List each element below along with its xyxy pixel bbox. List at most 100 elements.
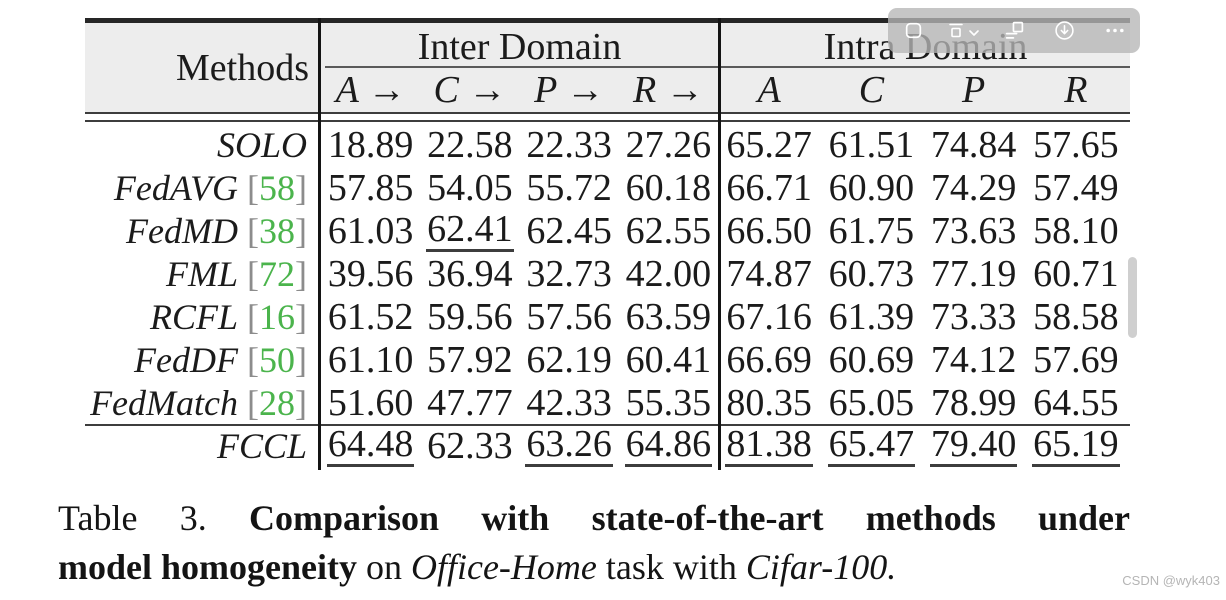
value-cell: 57.65 — [1025, 126, 1127, 164]
value: 42.33 — [526, 381, 612, 424]
value-cell: 74.84 — [923, 126, 1025, 164]
copy-image-button[interactable] — [888, 8, 938, 53]
value-cell: 79.40 — [923, 425, 1025, 467]
value: 67.16 — [726, 295, 812, 338]
value: 58.58 — [1033, 295, 1119, 338]
value-cell: 62.33 — [420, 427, 519, 465]
citation-bracket: [ — [247, 296, 259, 337]
method-name: FML — [166, 253, 238, 294]
table-row: RCFL [16] 61.52 59.56 57.56 63.59 67.16 61.39 7… — [85, 295, 1130, 338]
citation-bracket: ] — [295, 382, 307, 423]
value-cell: 42.00 — [619, 255, 718, 293]
value-cell: 61.75 — [820, 212, 922, 250]
download-image-button[interactable] — [1039, 8, 1089, 53]
citation-bracket: ] — [295, 253, 307, 294]
caption-line: Table 3. Comparison with state-of-the-ar… — [58, 494, 1130, 543]
caption-segment: Cifar-100. — [745, 547, 897, 587]
method-cell: FedMD [38] — [85, 213, 321, 249]
value-cell: 66.71 — [718, 169, 820, 207]
value: 27.26 — [625, 123, 712, 166]
value: 57.65 — [1033, 123, 1119, 166]
value: 62.45 — [526, 209, 612, 252]
table-row: FML [72] 39.56 36.94 32.73 42.00 74.87 60.73 77… — [85, 252, 1130, 295]
value-cell: 65.27 — [718, 126, 820, 164]
value-cell: 74.87 — [718, 255, 820, 293]
value: 39.56 — [327, 252, 414, 295]
value-cell: 36.94 — [420, 255, 519, 293]
value: 60.71 — [1033, 252, 1119, 295]
column-header: R → — [633, 69, 704, 111]
value-cell: 80.35 — [718, 384, 820, 422]
method-name: FedDF — [134, 339, 238, 380]
value-cell: 39.56 — [321, 255, 420, 293]
value: 60.73 — [828, 252, 915, 295]
value-cell: 18.89 — [321, 126, 420, 164]
value-cell: 57.92 — [420, 341, 519, 379]
method-cell: SOLO — [85, 127, 321, 163]
reader-layout-button[interactable] — [989, 8, 1039, 53]
value-cell: 27.26 — [619, 126, 718, 164]
value-cell: 58.58 — [1025, 298, 1127, 336]
column-header: A → — [335, 69, 406, 111]
value: 63.59 — [625, 295, 712, 338]
value: 63.26 — [525, 422, 613, 467]
value-cell: 63.26 — [520, 425, 619, 467]
value: 74.87 — [726, 252, 812, 295]
caption-segment: task with — [605, 547, 737, 587]
value: 57.49 — [1033, 166, 1119, 209]
fit-width-dropdown-button[interactable] — [938, 8, 988, 53]
download-icon — [1055, 21, 1074, 40]
value: 61.52 — [327, 295, 414, 338]
value: 51.60 — [327, 381, 414, 424]
column-header: P → — [534, 69, 605, 111]
value-cell: 78.99 — [923, 384, 1025, 422]
more-options-button[interactable] — [1090, 8, 1140, 53]
citation-number: 58 — [259, 167, 295, 208]
value-cell: 54.05 — [420, 169, 519, 207]
method-cell: FCCL — [85, 428, 321, 464]
table-row: FCCL 64.48 62.33 63.26 64.86 81.38 65.47 79.40 6… — [85, 424, 1130, 467]
caption-segment: model homogeneity — [58, 547, 357, 587]
value-cell: 51.60 — [321, 384, 420, 422]
caption-segment: Table 3. — [58, 498, 207, 538]
citation-number: 50 — [259, 339, 295, 380]
value: 47.77 — [427, 381, 513, 424]
caption-segment: Office-Home — [410, 547, 597, 587]
value-cell: 64.86 — [619, 425, 718, 467]
fccl-separator-rule — [85, 424, 1130, 426]
value: 64.48 — [326, 422, 415, 467]
citation-bracket: [ — [247, 253, 259, 294]
value: 65.47 — [827, 422, 916, 467]
value-cell: 74.29 — [923, 169, 1025, 207]
value-cell: 66.69 — [718, 341, 820, 379]
value: 77.19 — [930, 252, 1017, 295]
copy-image-icon — [905, 22, 921, 39]
value: 66.69 — [726, 338, 812, 381]
value-cell: 67.16 — [718, 298, 820, 336]
value: 64.86 — [624, 422, 713, 467]
table-row: FedDF [50] 61.10 57.92 62.19 60.41 66.69 60.69… — [85, 338, 1130, 381]
value: 61.03 — [327, 209, 414, 252]
value-cell: 81.38 — [718, 425, 820, 467]
value-cell: 22.58 — [420, 126, 519, 164]
value-cell: 62.41 — [420, 210, 519, 252]
column-header: P — [962, 69, 986, 111]
value-cell: 73.63 — [923, 212, 1025, 250]
value: 65.05 — [828, 381, 915, 424]
value: 55.72 — [526, 166, 612, 209]
citation-number: 72 — [259, 253, 295, 294]
column-divider-left — [318, 18, 321, 470]
caption-segment: Comparison with state-of-the-art methods… — [249, 498, 1131, 538]
value: 42.00 — [625, 252, 712, 295]
value-cell: 60.69 — [820, 341, 922, 379]
reader-layout-icon — [1005, 21, 1023, 39]
group-header-inter-domain: Inter Domain — [417, 26, 622, 68]
column-header: A — [757, 69, 781, 111]
value-cell: 62.55 — [619, 212, 718, 250]
citation-bracket: ] — [295, 296, 307, 337]
method-name: FCCL — [216, 425, 307, 466]
value: 62.55 — [625, 209, 712, 252]
value-cell: 60.90 — [820, 169, 922, 207]
scrollbar-thumb[interactable] — [1128, 257, 1137, 338]
results-table: Methods Inter Domain Intra Domain A →C →… — [85, 18, 1130, 470]
